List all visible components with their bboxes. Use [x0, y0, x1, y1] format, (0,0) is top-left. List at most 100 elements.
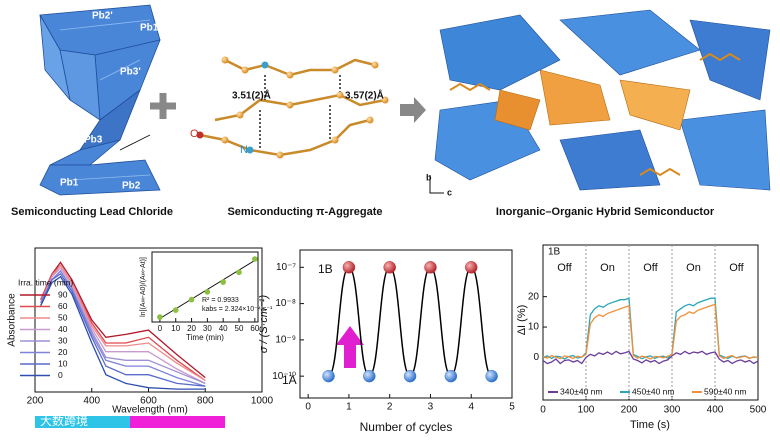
- hybrid-structure: [434, 9, 771, 191]
- panel-caption: Semiconducting π-Aggregate: [227, 206, 382, 218]
- data-point: [485, 369, 498, 383]
- inset-annotation: kabs = 2.324×10⁻⁴ s⁻¹: [202, 306, 273, 313]
- lead-chloride-structure: [39, 4, 161, 196]
- data-point: [220, 279, 226, 285]
- arrow: [400, 97, 426, 123]
- series-line: [40, 275, 206, 390]
- annotation: 1A: [282, 373, 297, 387]
- legend-label: 10: [58, 358, 68, 368]
- x-tick-label: 20: [187, 324, 196, 333]
- color-bar: [130, 416, 225, 428]
- legend-label: 340±40 nm: [560, 386, 602, 396]
- panel-label: 1B: [548, 247, 561, 258]
- plus-sign: [150, 93, 176, 119]
- legend-label: 30: [58, 335, 68, 345]
- series-line: [40, 267, 206, 384]
- atom-label: N: [240, 144, 248, 156]
- atom-label: Pb2': [92, 11, 113, 22]
- data-point: [204, 289, 211, 295]
- distance-label: 3.57(2)Å: [345, 89, 384, 102]
- y-tick-label: 10⁻⁹: [275, 335, 296, 346]
- x-tick-label: 10: [171, 324, 180, 333]
- distance-label: 3.51(2)Å: [232, 89, 271, 102]
- legend-label: 590±40 nm: [704, 386, 746, 396]
- x-tick-label: 40: [219, 324, 228, 333]
- data-point: [188, 296, 195, 303]
- y-tick-label: 10⁻⁷: [276, 262, 296, 273]
- atom-label: Pb2: [122, 181, 141, 192]
- inset-y-label: ln[(A∞-A0)/(A∞-At)]: [140, 257, 147, 317]
- data-point: [236, 269, 242, 276]
- data-point: [383, 261, 396, 274]
- x-tick-label: 5: [509, 402, 515, 413]
- x-tick-label: 50: [235, 324, 244, 333]
- x-axis-label: Time (s): [630, 419, 670, 431]
- y-tick-label: 10⁻⁸: [275, 298, 296, 309]
- y-tick-label: 10⁻¹⁰: [272, 371, 296, 382]
- period-label: Off: [643, 262, 658, 274]
- axis-indicator: [429, 175, 444, 194]
- series-line: [40, 264, 206, 382]
- series-line: [40, 264, 206, 382]
- period-label: On: [600, 262, 615, 274]
- data-point: [464, 261, 478, 274]
- x-tick-label: 4: [468, 402, 474, 413]
- x-tick-label: 400: [707, 405, 724, 416]
- panel-caption: Inorganic–Organic Hybrid Semiconductor: [496, 206, 715, 218]
- data-point: [363, 369, 376, 383]
- data-point: [342, 261, 356, 274]
- series-line: [40, 272, 206, 387]
- plot-frame: [542, 244, 759, 401]
- x-tick-label: 1000: [251, 396, 274, 407]
- watermark: 大数跨境: [40, 413, 88, 428]
- y-axis-label: Absorbance: [7, 293, 18, 347]
- panel-caption: Semiconducting Lead Chloride: [11, 206, 173, 218]
- x-tick-label: 3: [428, 402, 434, 413]
- atom-label: O: [190, 128, 199, 140]
- period-label: Off: [729, 262, 744, 274]
- period-label: Off: [557, 262, 572, 274]
- series-line: [40, 261, 206, 379]
- legend-label: 40: [58, 324, 68, 334]
- atoms: [196, 56, 389, 159]
- x-tick-label: 0: [305, 402, 311, 413]
- legend-label: 450±40 nm: [632, 386, 674, 396]
- x-tick-label: 200: [27, 396, 44, 407]
- y-axis-label: ΔI (%): [516, 305, 528, 336]
- data-point: [157, 314, 163, 320]
- series-line: [40, 269, 206, 387]
- data-point: [444, 369, 458, 383]
- legend-label: 60: [58, 301, 68, 311]
- axis-label: b: [426, 172, 432, 182]
- x-tick-label: 60: [250, 324, 259, 333]
- x-tick-label: 30: [203, 324, 212, 333]
- legend-label: 20: [58, 347, 68, 357]
- x-tick-label: 600: [140, 396, 157, 407]
- x-tick-label: 200: [621, 405, 638, 416]
- x-axis-label: Number of cycles: [360, 420, 453, 434]
- data-point: [172, 307, 179, 313]
- series-line: [542, 350, 759, 365]
- x-tick-label: 0: [158, 324, 163, 333]
- y-axis-label: σ / (S·cm⁻¹): [258, 295, 270, 354]
- y-tick-label: 0: [533, 352, 539, 363]
- data-point: [424, 261, 437, 274]
- annotation: 1B: [318, 262, 333, 276]
- legend-title: Irra. time (min): [18, 277, 73, 287]
- x-tick-label: 300: [664, 405, 681, 416]
- data-point: [252, 256, 258, 262]
- plot-frame: [299, 249, 513, 399]
- data-point: [322, 369, 335, 383]
- atom-label: Pb1: [60, 178, 79, 189]
- inset-x-label: Time (min): [186, 333, 224, 342]
- data-point: [403, 369, 417, 383]
- x-tick-label: 800: [197, 396, 214, 407]
- series-line: [542, 303, 759, 360]
- y-tick-label: 20: [528, 291, 540, 302]
- x-tick-label: 2: [387, 402, 393, 413]
- series-line: [542, 297, 759, 360]
- axis-label: c: [447, 187, 452, 197]
- atom-label: Pb3': [120, 67, 141, 78]
- inset-annotation: R² = 0.9933: [202, 297, 239, 304]
